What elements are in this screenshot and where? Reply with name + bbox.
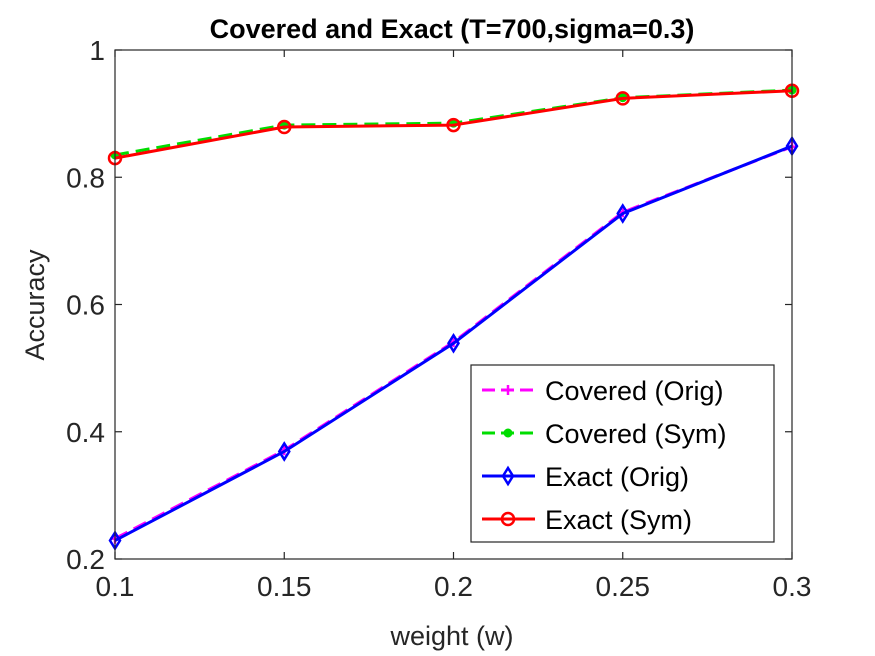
legend-entry-covered-sym-label: Covered (Sym): [545, 419, 727, 449]
legend-entry-exact-sym-label: Exact (Sym): [545, 505, 692, 535]
x-tick-label: 0.1: [96, 571, 135, 602]
legend-entry-exact-orig: Exact (Orig): [482, 462, 689, 492]
legend: Covered (Orig) Covered (Sym) Exact (Orig) E…: [470, 364, 775, 543]
x-tick-label: 0.15: [257, 571, 312, 602]
legend-entry-covered-sym-marker: [503, 428, 513, 438]
legend-entry-covered-orig-label: Covered (Orig): [545, 376, 724, 406]
legend-entry-exact-sym-marker: [500, 511, 516, 527]
y-axis-label: Accuracy: [20, 249, 50, 361]
chart-title: Covered and Exact (T=700,sigma=0.3): [210, 14, 695, 44]
x-axis-label: weight (w): [389, 621, 513, 651]
y-tick-label: 0.2: [66, 544, 105, 575]
series-exact-orig-line: [114, 144, 793, 542]
x-tick-label: 0.3: [773, 571, 812, 602]
legend-entries: Covered (Orig) Covered (Sym) Exact (Orig) E…: [482, 376, 727, 535]
x-tick-label: 0.2: [434, 571, 473, 602]
legend-entry-exact-orig-label: Exact (Orig): [545, 462, 689, 492]
series-layer: [107, 83, 800, 551]
legend-entry-covered-orig: Covered (Orig): [482, 376, 724, 406]
legend-entry-covered-sym: Covered (Sym): [482, 419, 727, 449]
series-exact-sym-line: [114, 89, 793, 160]
series-exact-orig-point-marker: [616, 203, 630, 224]
series-exact-sym-point-marker: [446, 117, 461, 133]
legend-entry-exact-orig-marker: [501, 465, 515, 487]
series-exact-sym-point-marker: [615, 91, 630, 106]
legend-box: [470, 364, 775, 543]
y-tick-label: 0.8: [66, 162, 105, 193]
ticks-layer: 0.1 0.15 0.2 0.25 0.3 0.2 0.4 0.6 0.8 1: [66, 35, 811, 602]
series-exact-sym-point-marker: [277, 119, 292, 135]
y-tick-label: 0.6: [66, 290, 105, 321]
y-tick-label: 0.4: [66, 417, 105, 448]
series-exact-orig-point-marker: [447, 332, 460, 354]
series-exact-orig-point-marker: [277, 441, 291, 462]
y-tick-label: 1: [89, 35, 105, 66]
x-tick-label: 0.25: [596, 571, 651, 602]
legend-entry-exact-sym: Exact (Sym): [482, 505, 692, 535]
